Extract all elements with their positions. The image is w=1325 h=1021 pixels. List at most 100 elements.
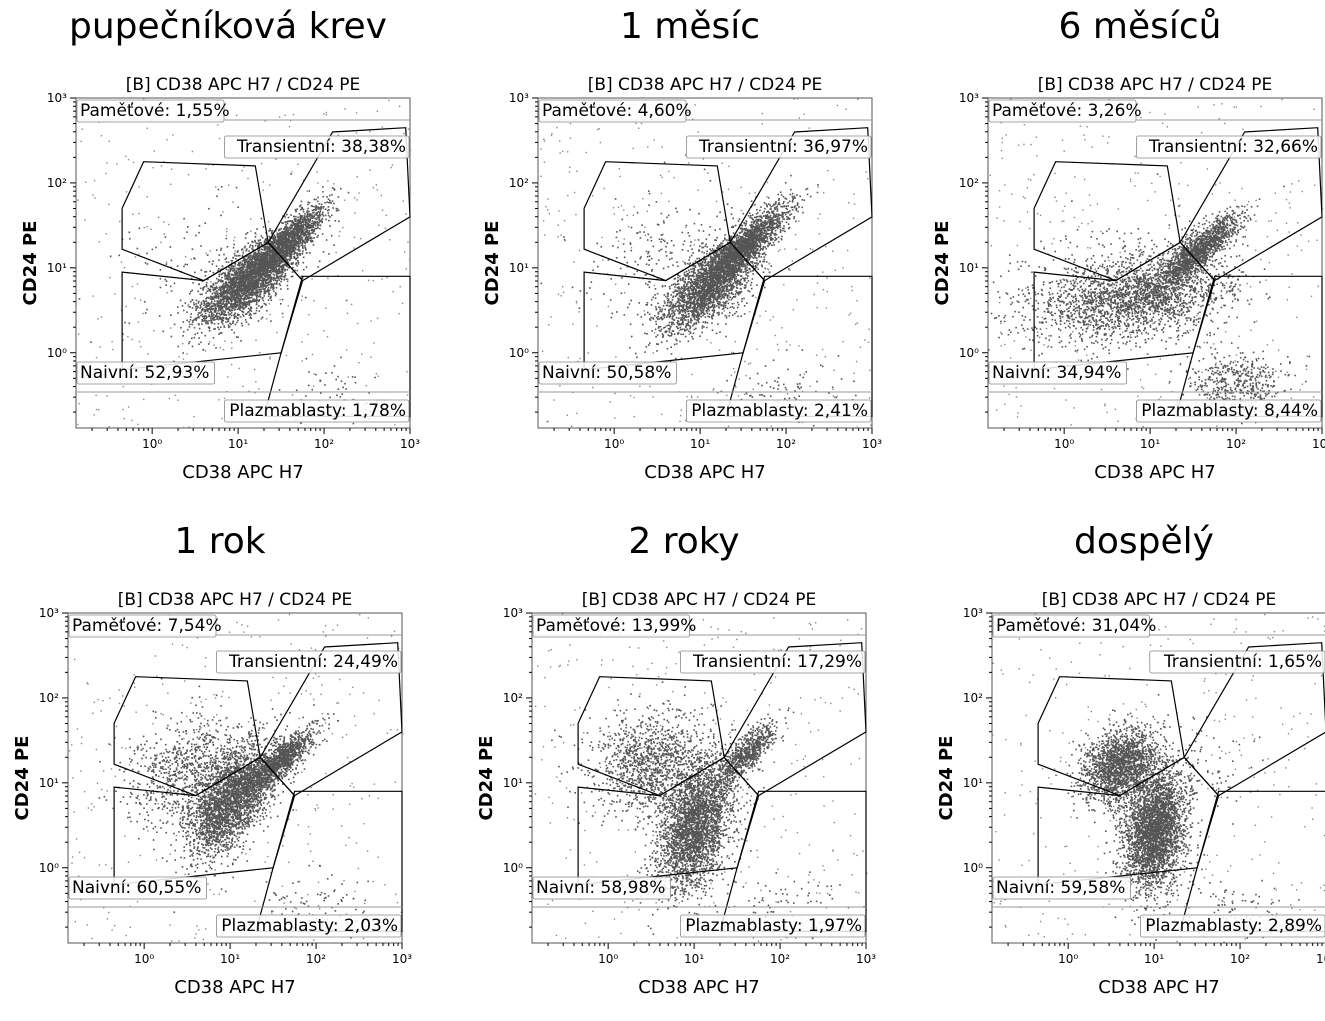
gate-label-plazmablasty: Plazmablasty: 2,89% (1140, 914, 1325, 938)
gate-label-transientni: Transientní: 24,49% (215, 650, 402, 674)
y-tick-label: 10⁰ (47, 346, 67, 360)
y-tick-label: 10¹ (47, 261, 67, 275)
y-tick-label: 10⁰ (503, 861, 523, 875)
x-tick-label: 10⁰ (1058, 952, 1078, 966)
cell-events (68, 613, 404, 945)
cell-events (988, 98, 1324, 429)
panel-title: 6 měsíců (920, 6, 1325, 47)
gate-label-naivni: Naivní: 50,58% (538, 361, 678, 385)
y-tick-label: 10³ (509, 91, 529, 105)
chart-panel-4: 1 rok [B] CD38 APC H7 / CD24 PE Paměťové: … (0, 515, 440, 1015)
gate-label-transientni: Transientní: 38,38% (223, 135, 410, 159)
y-tick-label: 10³ (959, 91, 979, 105)
x-tick-label: 10¹ (690, 437, 710, 451)
x-tick-label: 10² (1230, 952, 1250, 966)
x-tick-label: 10⁰ (598, 952, 618, 966)
x-tick-label: 10² (770, 952, 790, 966)
gate-label-naivni: Naivní: 59,58% (992, 876, 1132, 900)
y-axis-label: CD24 PE (482, 221, 503, 306)
y-tick-label: 10¹ (963, 776, 983, 790)
chart-panel-2: 1 měsíc [B] CD38 APC H7 / CD24 PE Paměťové… (470, 0, 910, 500)
y-axis-label: CD24 PE (476, 736, 497, 821)
x-tick-label: 10¹ (228, 437, 248, 451)
y-axis-label: CD24 PE (12, 736, 33, 821)
gate-label-transientni: Transientní: 17,29% (679, 650, 866, 674)
cell-events (992, 613, 1325, 944)
x-tick-label: 10⁰ (1054, 437, 1074, 451)
gate-label-pametove: Paměťové: 4,60% (538, 99, 692, 123)
x-tick-label: 10³ (392, 952, 412, 966)
gate-label-pametove: Paměťové: 3,26% (988, 99, 1142, 123)
y-tick-label: 10² (39, 691, 59, 705)
panel-title: 1 měsíc (470, 6, 910, 47)
scatter-plot: [B] CD38 APC H7 / CD24 PE Paměťové: 4,60%… (482, 75, 882, 483)
y-tick-label: 10⁰ (959, 346, 979, 360)
y-tick-label: 10¹ (39, 776, 59, 790)
cell-events (77, 98, 412, 429)
gate-label-plazmablasty: Plazmablasty: 2,03% (215, 914, 402, 938)
x-axis-label: CD38 APC H7 (182, 462, 304, 483)
x-axis-label: CD38 APC H7 (638, 977, 760, 998)
x-axis-label: CD38 APC H7 (1094, 462, 1216, 483)
plot-subtitle: [B] CD38 APC H7 / CD24 PE (588, 75, 823, 95)
gate-label-plazmablasty: Plazmablasty: 1,97% (679, 914, 866, 938)
x-tick-label: 10¹ (684, 952, 704, 966)
x-axis-label: CD38 APC H7 (1098, 977, 1220, 998)
plot-subtitle: [B] CD38 APC H7 / CD24 PE (1038, 75, 1273, 95)
y-tick-label: 10³ (963, 606, 983, 620)
panel-title: pupečníková krev (8, 6, 448, 47)
scatter-plot: [B] CD38 APC H7 / CD24 PE Paměťové: 13,99… (476, 590, 876, 998)
gate-label-naivni: Naivní: 58,98% (532, 876, 672, 900)
y-tick-label: 10² (509, 176, 529, 190)
gate-label-plazmablasty: Plazmablasty: 8,44% (1135, 399, 1322, 423)
gate-label-transientni: Transientní: 1,65% (1149, 650, 1325, 674)
chart-panel-3: 6 měsíců [B] CD38 APC H7 / CD24 PE Paměťov… (920, 0, 1325, 500)
scatter-plot: [B] CD38 APC H7 / CD24 PE Paměťové: 1,55%… (20, 75, 420, 483)
x-tick-label: 10² (306, 952, 326, 966)
y-tick-label: 10³ (39, 606, 59, 620)
x-tick-label: 10² (1226, 437, 1246, 451)
y-tick-label: 10³ (47, 91, 67, 105)
x-axis-label: CD38 APC H7 (644, 462, 766, 483)
x-tick-label: 10² (314, 437, 334, 451)
x-tick-label: 10¹ (1144, 952, 1164, 966)
panel-title: 1 rok (0, 521, 440, 562)
y-tick-label: 10¹ (503, 776, 523, 790)
gate-label-pametove: Paměťové: 7,54% (68, 614, 222, 638)
x-tick-label: 10⁰ (134, 952, 154, 966)
y-tick-label: 10² (959, 176, 979, 190)
x-tick-label: 10³ (856, 952, 876, 966)
y-tick-label: 10³ (503, 606, 523, 620)
gate-label-transientni: Transientní: 36,97% (685, 135, 872, 159)
x-tick-label: 10¹ (220, 952, 240, 966)
y-tick-label: 10⁰ (509, 346, 529, 360)
y-tick-label: 10¹ (509, 261, 529, 275)
x-tick-label: 10¹ (1140, 437, 1160, 451)
gate-label-plazmablasty: Plazmablasty: 2,41% (685, 399, 872, 423)
gate-label-naivni: Naivní: 60,55% (68, 876, 208, 900)
x-tick-label: 10³ (1312, 437, 1325, 451)
x-axis-label: CD38 APC H7 (174, 977, 296, 998)
y-tick-label: 10⁰ (39, 861, 59, 875)
axis-ticks (70, 97, 411, 434)
gate-label-pametove: Paměťové: 31,04% (992, 614, 1156, 638)
y-axis-label: CD24 PE (932, 221, 953, 306)
chart-panel-1: pupečníková krev [B] CD38 APC H7 / CD24 P… (8, 0, 448, 500)
x-tick-label: 10³ (862, 437, 882, 451)
x-tick-label: 10² (776, 437, 796, 451)
plot-subtitle: [B] CD38 APC H7 / CD24 PE (118, 590, 353, 610)
cell-events (534, 613, 868, 944)
y-tick-label: 10⁰ (963, 861, 983, 875)
plot-subtitle: [B] CD38 APC H7 / CD24 PE (126, 75, 361, 95)
gate-label-plazmablasty: Plazmablasty: 1,78% (223, 399, 410, 423)
x-tick-label: 10³ (400, 437, 420, 451)
axis-ticks (532, 97, 873, 434)
gate-label-naivni: Naivní: 52,93% (76, 361, 216, 385)
y-axis-label: CD24 PE (20, 221, 41, 306)
axis-ticks (982, 97, 1323, 434)
cell-events (540, 98, 872, 430)
gate-label-naivni: Naivní: 34,94% (988, 361, 1128, 385)
axis-ticks (526, 612, 867, 949)
gate-label-transientni: Transientní: 32,66% (1135, 135, 1322, 159)
axis-ticks (62, 612, 403, 949)
